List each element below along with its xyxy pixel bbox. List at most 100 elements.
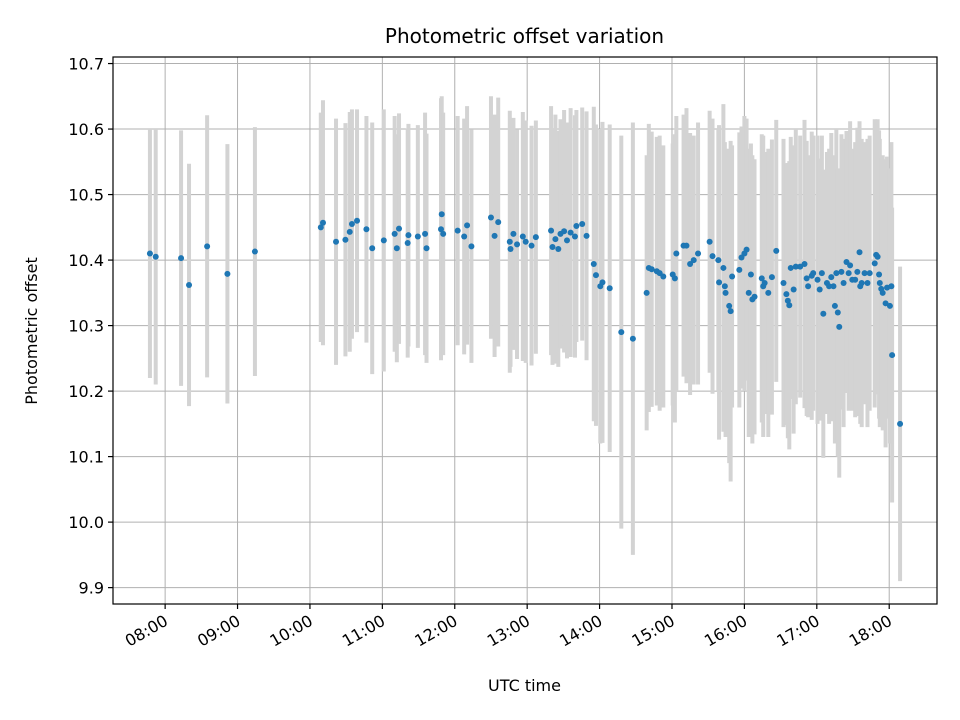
data-point	[548, 227, 555, 234]
data-point	[404, 240, 411, 247]
data-point	[743, 246, 750, 253]
data-point	[861, 270, 868, 277]
data-point	[780, 280, 787, 287]
y-tick-label: 10.6	[68, 120, 104, 139]
data-point	[606, 285, 613, 292]
data-point	[348, 221, 355, 228]
data-point	[440, 230, 447, 237]
data-point	[506, 238, 513, 245]
data-point	[783, 291, 790, 298]
data-point	[729, 273, 736, 280]
data-point	[464, 222, 471, 229]
data-point	[522, 238, 529, 245]
data-point	[834, 309, 841, 316]
data-point	[828, 274, 835, 281]
data-point	[178, 255, 185, 262]
data-point	[561, 228, 568, 235]
data-point	[797, 263, 804, 270]
data-point	[826, 283, 833, 290]
data-point	[333, 238, 340, 245]
data-point	[528, 242, 535, 249]
y-tick-label: 10.1	[68, 448, 104, 467]
data-point	[786, 302, 793, 309]
data-point	[346, 228, 353, 235]
data-points	[146, 211, 904, 427]
data-point	[555, 245, 562, 252]
y-tick-label: 10.0	[68, 513, 104, 532]
data-point	[852, 276, 859, 283]
data-point	[552, 236, 559, 243]
data-point	[461, 233, 468, 240]
y-tick-label: 10.7	[68, 55, 104, 74]
x-axis-title: UTC time	[488, 676, 561, 695]
data-point	[765, 289, 772, 296]
data-point	[251, 248, 258, 255]
data-point	[363, 226, 370, 233]
data-point	[224, 270, 231, 277]
data-point	[876, 271, 883, 278]
data-point	[487, 214, 494, 221]
y-tick-label: 10.5	[68, 186, 104, 205]
data-point	[864, 280, 871, 287]
data-point	[830, 283, 837, 290]
data-point	[888, 283, 895, 290]
data-point	[721, 283, 728, 290]
data-point	[820, 310, 827, 317]
data-point	[751, 293, 758, 300]
data-point	[532, 234, 539, 241]
y-axis-ticks: 9.9 10.0 10.1 10.2 10.3 10.4 10.5 10.6 10.7	[68, 55, 113, 598]
data-point	[814, 276, 821, 283]
data-point	[405, 232, 412, 239]
data-point	[810, 270, 817, 277]
data-point	[736, 266, 743, 273]
data-point	[838, 268, 845, 275]
data-point	[380, 237, 387, 244]
data-point	[745, 289, 752, 296]
data-point	[847, 262, 854, 269]
data-point	[803, 275, 810, 282]
data-point	[836, 323, 843, 330]
data-point	[491, 232, 498, 239]
data-point	[871, 260, 878, 267]
data-point	[790, 286, 797, 293]
data-point	[845, 270, 852, 277]
chart-title: Photometric offset variation	[385, 24, 664, 48]
data-point	[204, 243, 211, 250]
data-point	[886, 302, 893, 309]
data-point	[510, 230, 517, 237]
data-point	[317, 224, 324, 231]
data-point	[571, 233, 578, 240]
data-point	[856, 249, 863, 256]
data-point	[787, 264, 794, 271]
data-point	[889, 352, 896, 359]
data-point	[768, 274, 775, 281]
data-point	[792, 263, 799, 270]
data-point	[831, 302, 838, 309]
data-point	[423, 245, 430, 252]
data-point	[563, 237, 570, 244]
data-point	[683, 242, 690, 249]
data-point	[573, 223, 580, 230]
data-point	[590, 261, 597, 268]
data-point	[354, 217, 361, 224]
data-point	[690, 257, 697, 264]
data-point	[514, 241, 521, 248]
data-point	[393, 245, 400, 252]
data-point	[897, 420, 904, 427]
data-point	[414, 233, 421, 240]
data-point	[519, 233, 526, 240]
data-point	[695, 250, 702, 257]
data-point	[507, 245, 514, 252]
data-point	[146, 250, 153, 257]
data-point	[805, 283, 812, 290]
data-point	[579, 221, 586, 228]
data-point	[858, 280, 865, 287]
data-point	[671, 275, 678, 282]
plot-frame	[112, 56, 938, 605]
data-point	[319, 219, 326, 226]
data-point	[876, 280, 883, 287]
data-point	[629, 335, 636, 342]
data-point	[854, 268, 861, 275]
data-point	[391, 230, 398, 237]
